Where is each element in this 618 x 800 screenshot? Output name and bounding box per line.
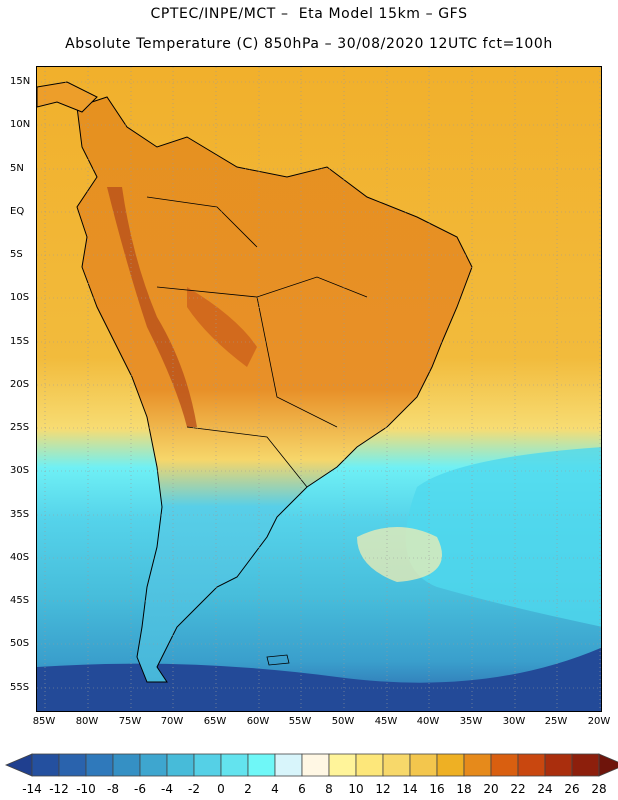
lat-label: 30S (10, 465, 30, 476)
colorbar-swatch (220, 753, 249, 777)
colorbar-tick-label: -4 (161, 782, 173, 796)
map-title: CPTEC/INPE/MCT – Eta Model 15km – GFS (150, 6, 468, 22)
colorbar-tick-label: 26 (564, 782, 580, 796)
lon-label: 85W (32, 716, 56, 727)
lon-label: 65W (203, 716, 227, 727)
colorbar-tick-label: -8 (107, 782, 119, 796)
colorbar-swatch (544, 753, 573, 777)
colorbar-swatch (31, 753, 60, 777)
colorbar-swatch (517, 753, 546, 777)
colorbar-tick-label: 14 (402, 782, 418, 796)
colorbar-min-arrow (4, 753, 33, 777)
south-america-continent (76, 96, 473, 683)
colorbar-tick-label: 4 (271, 782, 279, 796)
colorbar-tick-label: 18 (456, 782, 472, 796)
lat-label: 10S (10, 292, 30, 303)
colorbar-swatch (571, 753, 600, 777)
colorbar-tick-label: 10 (348, 782, 364, 796)
colorbar-tick-label: 12 (375, 782, 391, 796)
colorbar-swatch (58, 753, 87, 777)
colorbar-tick-label: -10 (76, 782, 96, 796)
lon-label: 80W (75, 716, 99, 727)
colorbar-tick-label: -6 (134, 782, 146, 796)
colorbar-swatch (463, 753, 492, 777)
lon-label: 55W (288, 716, 312, 727)
colorbar-swatch (490, 753, 519, 777)
lon-label: 60W (246, 716, 270, 727)
colorbar-tick-label: 0 (217, 782, 225, 796)
lat-label: 45S (10, 595, 30, 606)
lat-label: EQ (10, 206, 25, 217)
colorbar-swatch (409, 753, 438, 777)
colorbar-tick-label: 22 (510, 782, 526, 796)
lon-label: 45W (374, 716, 398, 727)
colorbar-swatch (193, 753, 222, 777)
temperature-map[interactable] (36, 66, 602, 712)
lat-label: 15S (10, 336, 30, 347)
lon-label: 75W (118, 716, 142, 727)
colorbar-tick-label: -2 (188, 782, 200, 796)
lat-label: 40S (10, 552, 30, 563)
lat-label: 50S (10, 638, 30, 649)
lon-label: 50W (331, 716, 355, 727)
colorbar-swatch (355, 753, 384, 777)
colorbar-tick-label: -14 (22, 782, 42, 796)
lat-label: 10N (10, 119, 31, 130)
colorbar-swatch (112, 753, 141, 777)
lat-label: 5S (10, 249, 23, 260)
colorbar-swatch (166, 753, 195, 777)
colorbar-swatch (382, 753, 411, 777)
lat-label: 35S (10, 509, 30, 520)
colorbar-swatch (301, 753, 330, 777)
lat-label: 5N (10, 163, 24, 174)
lon-label: 30W (502, 716, 526, 727)
cold-band (37, 647, 601, 711)
lat-label: 55S (10, 682, 30, 693)
lon-label: 20W (587, 716, 611, 727)
colorbar-tick-label: -12 (49, 782, 69, 796)
colorbar-tick-label: 2 (244, 782, 252, 796)
colorbar-tick-label: 24 (537, 782, 553, 796)
colorbar (4, 753, 618, 777)
lat-label: 15N (10, 76, 31, 87)
colorbar-swatch (85, 753, 114, 777)
colorbar-swatch (436, 753, 465, 777)
colorbar-swatch (139, 753, 168, 777)
lon-label: 25W (544, 716, 568, 727)
colorbar-tick-label: 8 (325, 782, 333, 796)
lon-label: 35W (459, 716, 483, 727)
map-subtitle: Absolute Temperature (C) 850hPa – 30/08/… (65, 36, 553, 52)
colorbar-tick-label: 6 (298, 782, 306, 796)
colorbar-tick-label: 28 (591, 782, 607, 796)
colorbar-max-arrow (598, 753, 618, 777)
lon-label: 40W (416, 716, 440, 727)
colorbar-tick-label: 16 (429, 782, 445, 796)
colorbar-swatch (274, 753, 303, 777)
colorbar-swatch (247, 753, 276, 777)
colorbar-tick-label: 20 (483, 782, 499, 796)
lat-label: 20S (10, 379, 30, 390)
lon-label: 70W (160, 716, 184, 727)
lat-label: 25S (10, 422, 30, 433)
colorbar-swatch (328, 753, 357, 777)
